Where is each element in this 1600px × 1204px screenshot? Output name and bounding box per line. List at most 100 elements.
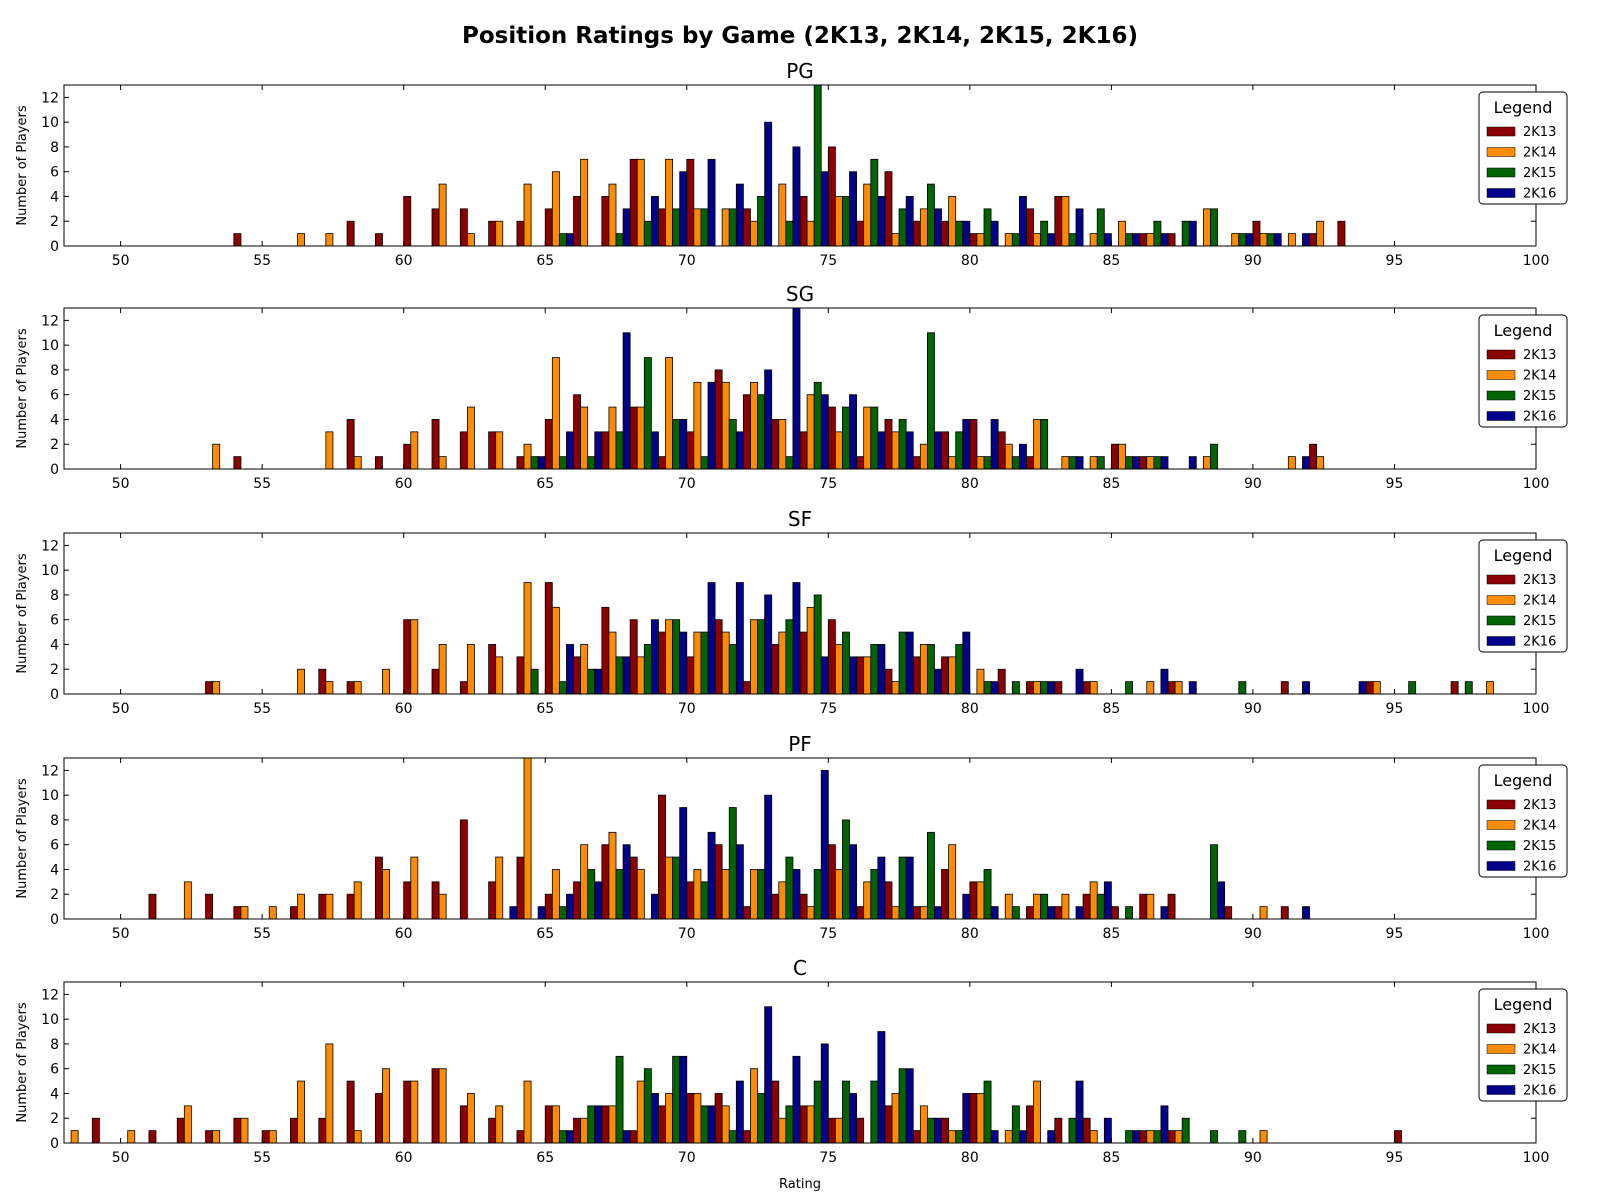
bar-pg-2k13-82	[1026, 208, 1034, 247]
bar-pg-2k14-61	[438, 183, 447, 247]
bar-sf-2k13-63	[488, 644, 497, 695]
bar-pg-2k15-76	[870, 158, 879, 247]
x-tick-label: 100	[1523, 1150, 1550, 1166]
bar-sg-2k16-83	[1075, 456, 1084, 470]
bar-pf-2k16-91	[1302, 906, 1310, 920]
bar-sg-2k14-75	[834, 431, 843, 470]
bar-sg-2k14-68	[636, 406, 645, 470]
bar-sf-2k15-76	[870, 644, 879, 695]
bar-pg-2k13-76	[856, 220, 865, 247]
bar-pf-2k16-83	[1075, 906, 1084, 920]
bar-pf-2k13-51	[148, 893, 157, 920]
bar-pg-2k13-58	[346, 220, 355, 247]
bar-c-2k15-85	[1125, 1130, 1134, 1144]
legend: Legend 2K13 2K14 2K15 2K16	[1478, 988, 1568, 1102]
x-tick-label: 60	[395, 926, 413, 942]
y-tick-label: 12	[41, 763, 59, 779]
bar-pg-2k16-77	[905, 196, 914, 247]
bar-sg-2k16-72	[764, 369, 773, 470]
bar-sf-2k13-82	[1026, 681, 1034, 695]
bar-pf-2k15-70	[700, 881, 709, 920]
bar-pg-2k15-72	[757, 196, 766, 247]
bar-c-2k14-55	[268, 1130, 277, 1144]
bar-c-2k13-73	[771, 1080, 780, 1144]
x-tick-label: 70	[678, 476, 696, 492]
panel-title: PG	[786, 59, 814, 83]
bar-pg-2k16-71	[735, 183, 744, 247]
bar-sg-2k13-70	[686, 431, 695, 470]
bar-pf-2k14-77	[891, 906, 900, 920]
bar-sf-2k14-78	[919, 644, 928, 695]
bar-pg-2k13-63	[488, 220, 497, 247]
bar-pg-2k16-84	[1103, 233, 1112, 247]
bar-c-2k13-67	[601, 1105, 610, 1144]
bar-pg-2k14-91	[1287, 233, 1296, 247]
bar-sg-2k15-79	[955, 431, 964, 470]
bar-sf-2k15-73	[785, 619, 794, 695]
x-tick-label: 100	[1523, 926, 1550, 942]
bar-c-2k13-51	[148, 1130, 157, 1144]
bar-pg-2k15-90	[1266, 233, 1275, 247]
bar-pg-2k14-86	[1146, 233, 1155, 247]
bar-pf-2k15-67	[615, 869, 624, 920]
bar-pg-2k14-85	[1118, 220, 1126, 247]
y-tick-label: 4	[50, 1086, 59, 1102]
bar-c-2k13-71	[714, 1093, 723, 1144]
bar-pf-2k13-57	[318, 893, 327, 920]
bar-pf-2k14-64	[523, 757, 532, 920]
y-tick-label: 6	[50, 165, 59, 181]
bar-sg-2k14-91	[1287, 456, 1296, 470]
bar-sf-2k13-74	[799, 631, 808, 695]
bar-sf-2k15-82	[1040, 681, 1049, 695]
bar-pg-2k14-82	[1033, 233, 1042, 247]
legend-label-2k14: 2K14	[1523, 146, 1556, 161]
bar-pg-2k15-89	[1238, 233, 1247, 247]
bar-sg-2k14-92	[1316, 456, 1325, 470]
bar-sf-2k13-58	[346, 681, 355, 695]
x-tick-label: 70	[678, 926, 696, 942]
bar-sg-2k16-81	[1018, 443, 1027, 470]
legend: Legend 2K13 2K14 2K15 2K16	[1478, 764, 1568, 878]
bar-c-2k13-77	[884, 1105, 893, 1144]
bar-c-2k13-87	[1167, 1130, 1176, 1144]
bar-pg-2k15-67	[615, 233, 624, 247]
bar-sf-2k15-70	[700, 631, 709, 695]
bar-pg-2k13-79	[941, 220, 950, 247]
bar-sg-2k15-65	[558, 456, 567, 470]
bar-sg-2k14-73	[778, 419, 787, 470]
bar-pf-2k16-84	[1103, 881, 1112, 920]
y-tick-label: 8	[50, 363, 59, 379]
bar-sf-2k14-63	[495, 656, 504, 695]
bar-sg-2k15-84	[1096, 456, 1105, 470]
bar-c-2k14-90	[1259, 1130, 1268, 1144]
bar-pf-2k16-72	[764, 794, 773, 920]
bar-sg-2k16-69	[679, 419, 688, 470]
bar-pg-2k14-84	[1089, 233, 1098, 247]
bar-pf-2k14-75	[834, 869, 843, 920]
legend-swatch-2k15	[1486, 615, 1516, 626]
bar-pg-2k13-60	[403, 196, 412, 247]
bar-sf-2k16-69	[679, 631, 688, 695]
bar-pg-2k16-76	[877, 196, 886, 247]
legend-label-2k16: 2K16	[1523, 635, 1556, 650]
x-tick-label: 75	[819, 253, 837, 269]
bar-sf-2k16-82	[1047, 681, 1056, 695]
bar-pf-2k16-73	[792, 869, 801, 920]
bar-sf-2k14-73	[778, 631, 787, 695]
bar-pg-2k15-69	[672, 208, 681, 247]
legend-swatch-2k13	[1486, 574, 1516, 585]
bar-pf-2k13-79	[941, 869, 950, 920]
bar-c-2k14-74	[806, 1105, 815, 1144]
x-tick-label: 60	[395, 253, 413, 269]
y-tick-label: 8	[50, 813, 59, 829]
bar-sf-2k14-66	[580, 644, 589, 695]
bar-pf-2k13-68	[629, 856, 638, 920]
x-tick-label: 65	[536, 926, 554, 942]
bar-sf-2k16-73	[792, 582, 801, 695]
x-tick-label: 55	[253, 1150, 271, 1166]
bar-sg-2k13-85	[1110, 443, 1119, 470]
bar-sf-2k13-69	[658, 631, 666, 695]
bar-sg-2k16-79	[962, 419, 971, 470]
bar-c-2k13-84	[1082, 1117, 1091, 1144]
